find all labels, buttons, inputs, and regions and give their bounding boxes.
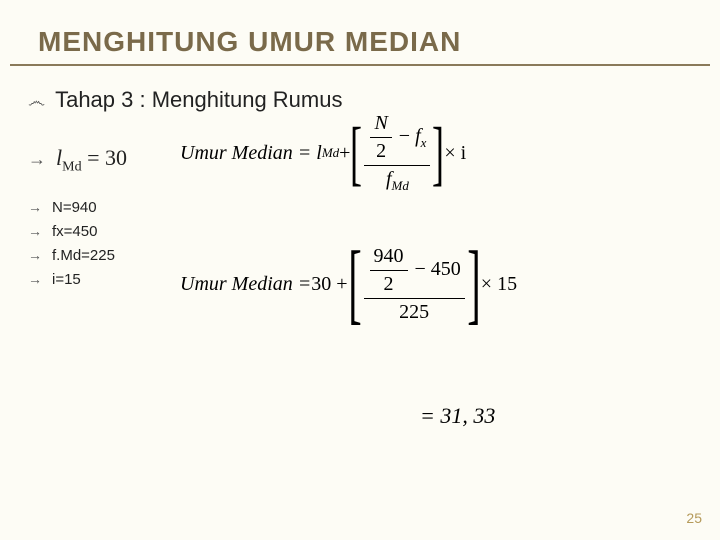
f1-fx-x: x [421, 135, 427, 150]
f2-940: 940 [370, 245, 408, 271]
small-item-1: fx=450 [52, 223, 97, 240]
f1-inner-frac: N 2 [370, 112, 391, 163]
formula-result: = 31, 33 [420, 403, 495, 429]
lmd-sub: Md [62, 159, 81, 174]
f1-lhs-sub: Md [322, 145, 339, 161]
f2-big-frac: 940 2 − 450 225 [364, 245, 465, 324]
bracket-left-icon: [ [348, 246, 361, 323]
arrow-icon: → [28, 201, 42, 217]
bracket-left-icon: [ [350, 121, 362, 186]
small-item-2: f.Md=225 [52, 247, 115, 264]
f1-den: fMd [382, 166, 413, 194]
formula-substituted: Umur Median = 30 + [ 940 2 − 450 225 ] ×… [180, 245, 517, 324]
f1-times-i: × i [444, 142, 466, 165]
small-item-0: N=940 [52, 199, 97, 216]
f2-thirty: 30 + [311, 273, 347, 296]
f1-den-sub: Md [392, 178, 409, 193]
f1-plus: + [339, 142, 350, 165]
formula-general: Umur Median = lMd + [ N 2 − fx fMd ] × i [180, 112, 466, 194]
arrow-icon: → [28, 149, 46, 170]
small-item-3: i=15 [52, 271, 81, 288]
f1-minus: − [399, 125, 415, 147]
bullet-tahap-text: Tahap 3 : Menghitung Rumus [55, 87, 342, 113]
f2-minus-450: − 450 [415, 258, 461, 280]
f1-lhs: Umur Median = l [180, 142, 322, 165]
lmd-eq: = 30 [82, 145, 127, 170]
f2-lhs: Umur Median = [180, 273, 311, 296]
page-number: 25 [686, 510, 702, 526]
arrow-icon: → [28, 273, 42, 289]
arrow-icon: → [28, 225, 42, 241]
f1-N: N [370, 112, 391, 138]
f2-den-225: 225 [395, 299, 433, 324]
bullet-lmd-text: lMd = 30 [56, 145, 127, 175]
page-title: MENGHITUNG UMUR MEDIAN [10, 0, 710, 66]
f1-big-frac: N 2 − fx fMd [364, 112, 430, 194]
bracket-right-icon: ] [467, 246, 480, 323]
arrow-icon: → [28, 249, 42, 265]
f2-num: 940 2 − 450 [364, 245, 465, 299]
f2-times-15: × 15 [481, 273, 517, 296]
list-item: → N=940 [28, 196, 692, 220]
f2-inner-frac: 940 2 [370, 245, 408, 296]
curly-icon: ෴ [28, 91, 45, 112]
f1-2: 2 [372, 138, 390, 163]
f2-2: 2 [380, 271, 398, 296]
f1-num: N 2 − fx [364, 112, 430, 166]
bracket-right-icon: ] [432, 121, 444, 186]
